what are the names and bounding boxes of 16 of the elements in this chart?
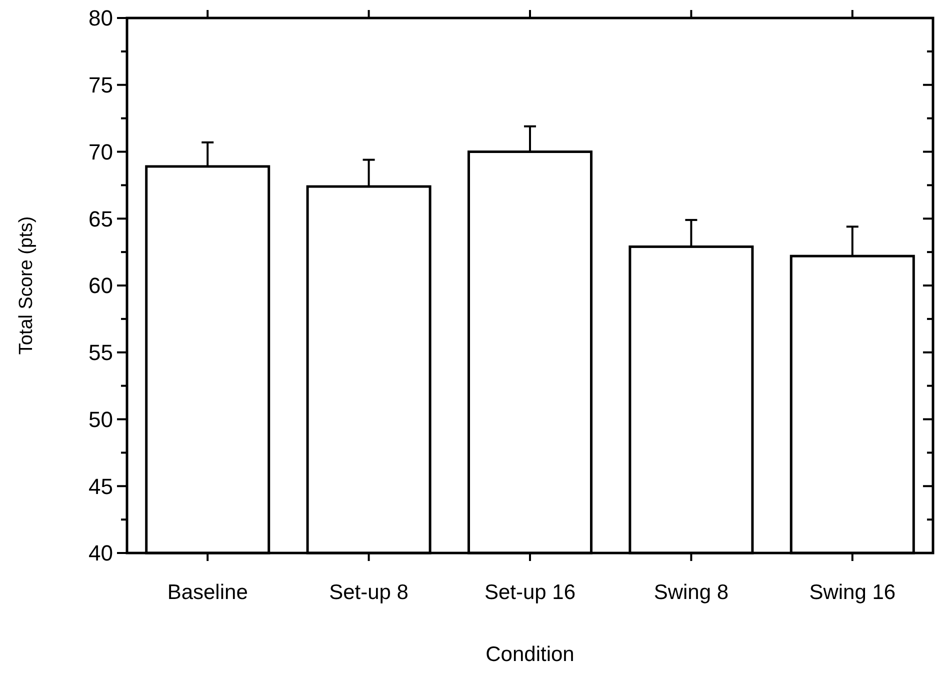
x-tick-label: Baseline bbox=[167, 581, 248, 604]
y-tick-label: 40 bbox=[88, 540, 113, 566]
x-axis-title: Condition bbox=[486, 643, 574, 666]
y-tick-label: 65 bbox=[88, 206, 113, 232]
y-tick-label: 50 bbox=[88, 406, 113, 432]
y-tick-label: 45 bbox=[88, 474, 113, 499]
y-tick-label: 80 bbox=[88, 6, 113, 31]
x-tick-label: Swing 16 bbox=[809, 581, 896, 604]
x-tick-label: Set-up 8 bbox=[329, 581, 408, 604]
y-tick-label: 75 bbox=[88, 72, 113, 98]
y-tick-label: 60 bbox=[88, 273, 113, 298]
x-tick-label: Set-up 16 bbox=[484, 581, 576, 604]
x-tick-label: Swing 8 bbox=[654, 581, 729, 604]
y-tick-label: 70 bbox=[88, 139, 113, 164]
y-axis-title: Total Score (pts) bbox=[16, 216, 37, 355]
y-tick-label: 55 bbox=[88, 340, 113, 366]
